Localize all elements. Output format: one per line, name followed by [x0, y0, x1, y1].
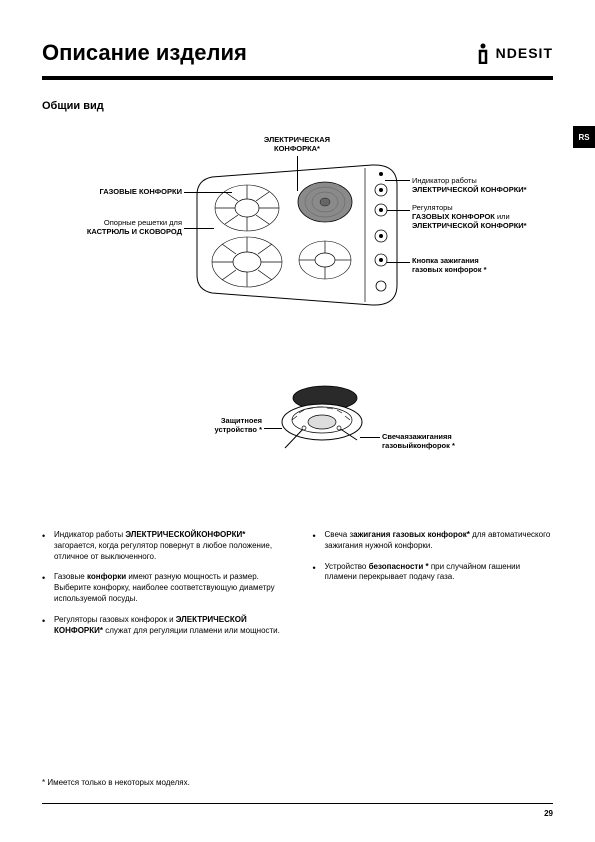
footnote: * Имеется только в некоторых моделях.	[42, 778, 190, 787]
label-spark: Свечаязажиганияя газовыйконфорок *	[382, 432, 492, 450]
footer-rule	[42, 803, 553, 804]
label-electric-burner: ЭЛЕКТРИЧЕСКАЯ КОНФОРКА*	[247, 135, 347, 153]
bullet-columns: Индикатор работы ЭЛЕКТРИЧЕСКОЙКОНФОРКИ* …	[42, 530, 553, 646]
page-number: 29	[544, 809, 553, 818]
bullet-item: Газовые конфорки имеют разную мощность и…	[42, 572, 283, 604]
brand-logo: NDESIT	[474, 42, 553, 64]
bullet-item: Свеча зажигания газовых конфорок* для ав…	[313, 530, 554, 552]
bullets-right: Свеча зажигания газовых конфорок* для ав…	[313, 530, 554, 646]
page-title: Описание изделия	[42, 40, 247, 66]
language-tab: RS	[573, 126, 595, 148]
label-gas-burners: ГАЗОВЫЕ КОНФОРКИ	[62, 187, 182, 196]
bullets-left: Индикатор работы ЭЛЕКТРИЧЕСКОЙКОНФОРКИ* …	[42, 530, 283, 646]
bullet-item: Индикатор работы ЭЛЕКТРИЧЕСКОЙКОНФОРКИ* …	[42, 530, 283, 562]
brand-icon	[474, 42, 492, 64]
section-subtitle: Общии вид	[42, 100, 553, 112]
label-indicator: Индикатор работы ЭЛЕКТРИЧЕСКОЙ КОНФОРКИ*	[412, 176, 552, 194]
label-safety: Защитноея устройство *	[172, 416, 262, 434]
burner-closeup	[267, 380, 377, 460]
label-pot-grates: Опорные решетки для КАСТРЮЛЬ И СКОВОРОД	[62, 218, 182, 236]
divider	[42, 76, 553, 80]
diagram-area: ЭЛЕКТРИЧЕСКАЯ КОНФОРКА* ГАЗОВЫЕ КОНФОРКИ…	[42, 130, 553, 510]
label-ignition: Кнопка зажигания газовых конфорок *	[412, 256, 552, 274]
brand-text: NDESIT	[496, 45, 553, 61]
bullet-item: Устройство безопасности * при случайном …	[313, 562, 554, 584]
label-regulators: Регуляторы ГАЗОВЫХ КОНФОРОК или ЭЛЕКТРИЧ…	[412, 203, 552, 230]
bullet-item: Регуляторы газовых конфорок и ЭЛЕКТРИЧЕС…	[42, 615, 283, 637]
